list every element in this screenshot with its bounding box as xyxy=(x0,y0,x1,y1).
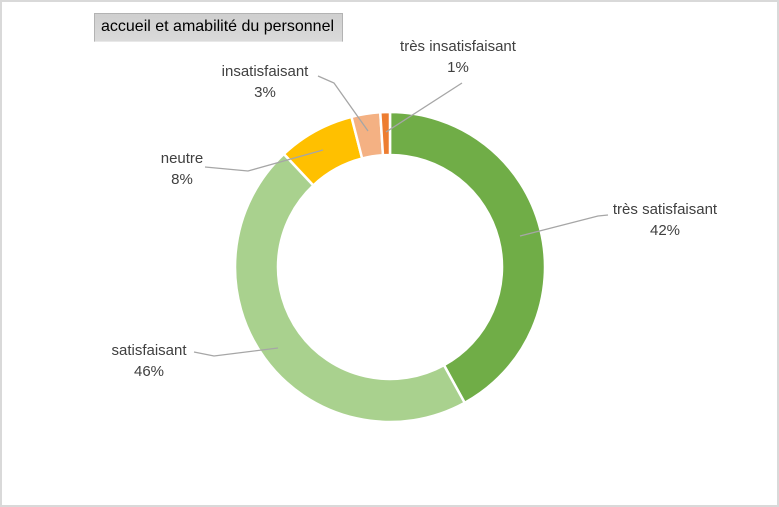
leader-line-3 xyxy=(317,75,369,132)
leader-lines xyxy=(193,75,609,357)
leader-line-4 xyxy=(385,82,463,133)
chart-title-box[interactable]: accueil et amabilité du personnel xyxy=(94,13,344,42)
donut-slice-1[interactable] xyxy=(233,152,466,424)
leader-line-2 xyxy=(204,149,324,172)
donut-slice-0[interactable] xyxy=(388,110,547,405)
leader-line-0 xyxy=(519,214,609,237)
donut-slice-4[interactable] xyxy=(379,110,392,157)
donut-segments xyxy=(233,110,547,424)
chart-title: accueil et amabilité du personnel xyxy=(101,18,335,35)
leader-line-1 xyxy=(193,347,279,357)
